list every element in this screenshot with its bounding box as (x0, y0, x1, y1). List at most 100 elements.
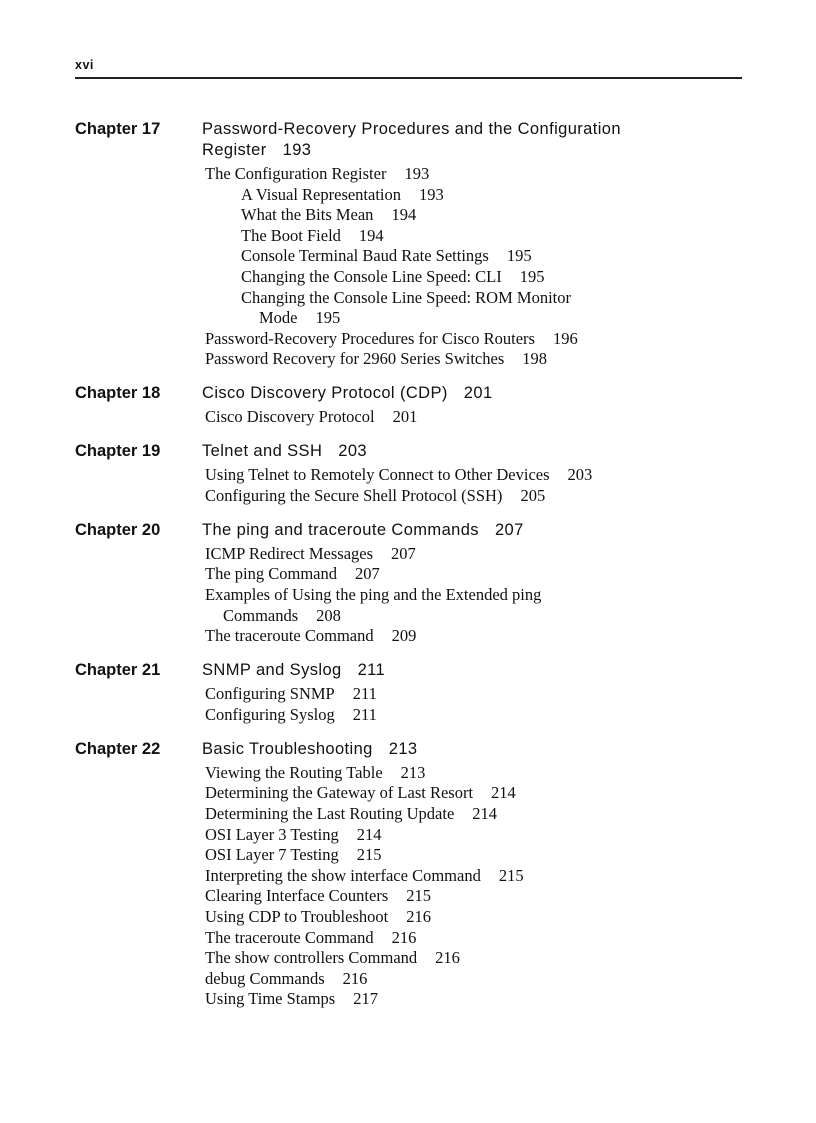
chapter-page: 193 (282, 141, 312, 159)
chapter-label: Chapter 21 (75, 661, 161, 680)
entry-continuation: Commands 208 (205, 606, 755, 627)
toc-entry[interactable]: Using CDP to Troubleshoot 216 (205, 907, 755, 928)
entry-text: debug Commands (205, 968, 325, 988)
chapter-section: Chapter 22 Basic Troubleshooting 213 Viewin… (75, 739, 755, 1010)
chapter-section: Chapter 18 Cisco Discovery Protocol (CDP)… (75, 383, 755, 428)
chapter-entries: ICMP Redirect Messages 207 The ping Comman… (75, 544, 755, 647)
toc-entry[interactable]: Configuring the Secure Shell Protocol (S… (205, 486, 755, 507)
chapter-heading[interactable]: Chapter 22 Basic Troubleshooting 213 (75, 739, 755, 760)
toc-entry[interactable]: Password-Recovery Procedures for Cisco R… (205, 329, 755, 350)
toc-entry[interactable]: Configuring SNMP 211 (205, 684, 755, 705)
chapter-title: Cisco Discovery Protocol (CDP) 201 (202, 383, 755, 404)
entry-page: 193 (404, 164, 430, 183)
entry-page: 205 (520, 485, 546, 505)
entry-page: 198 (522, 349, 547, 369)
entry-page: 215 (406, 886, 432, 906)
entry-text: Changing the Console Line Speed: CLI (241, 266, 502, 286)
chapter-title-line: Register 193 (202, 140, 755, 161)
toc-entry[interactable]: What the Bits Mean 194 (205, 205, 755, 226)
toc-entry[interactable]: Viewing the Routing Table 213 (205, 763, 755, 784)
entry-text: The Configuration Register (205, 164, 387, 183)
chapter-label: Chapter 22 (75, 739, 161, 758)
entry-text: Password-Recovery Procedures for Cisco R… (205, 328, 535, 348)
entry-text: A Visual Representation (241, 184, 402, 204)
chapter-heading[interactable]: Chapter 19 Telnet and SSH 203 (75, 441, 755, 462)
toc-entry[interactable]: debug Commands 216 (205, 969, 755, 990)
entry-page: 214 (472, 804, 498, 824)
chapter-heading[interactable]: Chapter 18 Cisco Discovery Protocol (CDP)… (75, 383, 755, 404)
chapter-heading[interactable]: Chapter 21 SNMP and Syslog 211 (75, 660, 755, 681)
entry-text: Interpreting the show interface Command (205, 865, 481, 885)
entry-page: 195 (506, 246, 532, 266)
toc-entry[interactable]: The traceroute Command 216 (205, 928, 755, 949)
entry-page: 216 (391, 927, 417, 947)
toc-entry[interactable]: OSI Layer 7 Testing 215 (205, 845, 755, 866)
chapter-title-text: Cisco Discovery Protocol (CDP) (202, 384, 448, 403)
toc-entry[interactable]: Changing the Console Line Speed: ROM Mon… (205, 288, 755, 329)
entry-page: 201 (392, 407, 418, 427)
entry-page: 214 (356, 824, 382, 844)
toc-entry[interactable]: ICMP Redirect Messages 207 (205, 544, 755, 565)
entry-text: Configuring SNMP (205, 684, 335, 704)
chapter-heading[interactable]: Chapter 17 Password-Recovery Procedures a… (75, 119, 755, 161)
toc-entry[interactable]: Password Recovery for 2960 Series Switch… (205, 349, 755, 370)
entry-text: Password Recovery for 2960 Series Switch… (205, 349, 505, 369)
entry-text: Using Telnet to Remotely Connect to Othe… (205, 465, 550, 485)
entry-page: 216 (435, 948, 460, 968)
toc-entry[interactable]: Console Terminal Baud Rate Settings 195 (205, 246, 755, 267)
chapter-title-line: Password-Recovery Procedures and the Con… (202, 120, 621, 138)
entry-text: Clearing Interface Counters (205, 886, 389, 906)
entry-text: The traceroute Command (205, 927, 374, 947)
entry-page: 209 (391, 626, 417, 646)
chapter-page: 213 (388, 739, 418, 758)
chapter-title-text: SNMP and Syslog (202, 661, 342, 680)
toc-entry[interactable]: The Boot Field 194 (205, 226, 755, 247)
toc-entry[interactable]: Changing the Console Line Speed: CLI 195 (205, 267, 755, 288)
toc-entry[interactable]: The Configuration Register 193 (205, 164, 755, 185)
chapter-title: The ping and traceroute Commands 207 (202, 520, 755, 541)
chapter-entries: Viewing the Routing Table 213 Determining … (75, 763, 755, 1010)
chapter-heading[interactable]: Chapter 20 The ping and traceroute Comman… (75, 520, 755, 541)
toc-entry[interactable]: The traceroute Command 209 (205, 626, 755, 647)
entry-text: Determining the Gateway of Last Resort (205, 783, 474, 803)
chapter-section: Chapter 19 Telnet and SSH 203 Using Telnet … (75, 441, 755, 506)
toc-entry[interactable]: Interpreting the show interface Command 2… (205, 866, 755, 887)
entry-text-cont: Commands (223, 605, 299, 625)
entry-text: What the Bits Mean (241, 205, 374, 225)
entry-text-cont: Mode (259, 308, 298, 328)
toc-entry[interactable]: The show controllers Command 216 (205, 948, 755, 969)
toc-entry[interactable]: Using Time Stamps 217 (205, 989, 755, 1010)
entry-text: Viewing the Routing Table (205, 762, 383, 782)
toc-entry[interactable]: A Visual Representation 193 (205, 185, 755, 206)
chapter-page: 207 (494, 520, 524, 539)
toc-entry[interactable]: Examples of Using the ping and the Exten… (205, 585, 755, 626)
entry-text: Console Terminal Baud Rate Settings (241, 246, 489, 266)
entry-text: Cisco Discovery Protocol (205, 407, 375, 427)
toc-entry[interactable]: Configuring Syslog 211 (205, 705, 755, 726)
entry-text: Changing the Console Line Speed: ROM Mon… (241, 287, 571, 307)
toc-entry[interactable]: Using Telnet to Remotely Connect to Othe… (205, 465, 755, 486)
chapter-title: Telnet and SSH 203 (202, 441, 755, 462)
toc-entry[interactable]: Determining the Gateway of Last Resort 21… (205, 783, 755, 804)
entry-page: 195 (519, 266, 545, 286)
chapter-entries: The Configuration Register 193 A Visual Re… (75, 164, 755, 370)
entry-text: Examples of Using the ping and the Exten… (205, 585, 542, 605)
chapter-label: Chapter 20 (75, 520, 161, 539)
chapter-title-text: The ping and traceroute Commands (202, 520, 479, 539)
entry-text: Configuring the Secure Shell Protocol (S… (205, 485, 503, 505)
entry-page: 211 (352, 704, 377, 724)
chapter-title: Password-Recovery Procedures and the Con… (202, 119, 755, 161)
toc-entry[interactable]: OSI Layer 3 Testing 214 (205, 825, 755, 846)
entry-text: The ping Command (205, 564, 337, 584)
toc-entry[interactable]: Determining the Last Routing Update 214 (205, 804, 755, 825)
toc-entry[interactable]: Cisco Discovery Protocol 201 (205, 407, 755, 428)
entry-text: The traceroute Command (205, 626, 374, 646)
chapter-section: Chapter 20 The ping and traceroute Comman… (75, 520, 755, 647)
toc-entry[interactable]: Clearing Interface Counters 215 (205, 886, 755, 907)
chapter-label: Chapter 17 (75, 120, 161, 138)
chapter-label: Chapter 18 (75, 384, 161, 403)
entry-text: ICMP Redirect Messages (205, 543, 374, 563)
chapter-title-cont: Register (202, 141, 267, 159)
toc-entry[interactable]: The ping Command 207 (205, 564, 755, 585)
chapter-section: Chapter 21 SNMP and Syslog 211 Configuring … (75, 660, 755, 725)
